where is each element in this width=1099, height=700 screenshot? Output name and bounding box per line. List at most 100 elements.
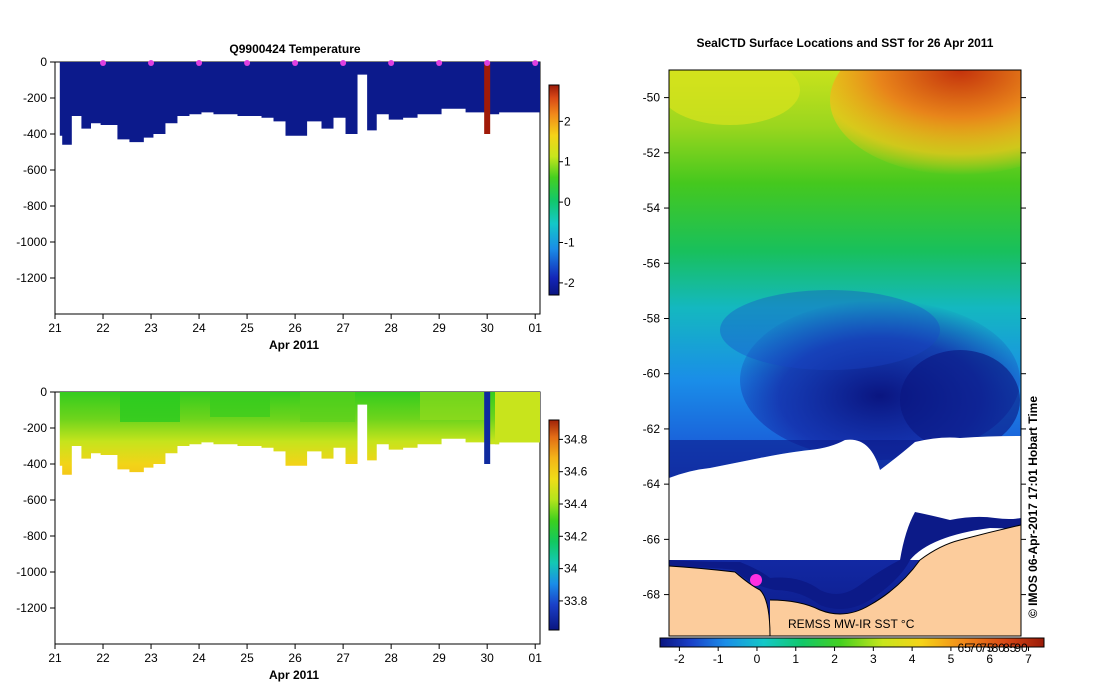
x-tick-label: 21 — [48, 651, 62, 665]
y-tick-label: -1200 — [16, 601, 47, 615]
temperature-anomaly-profile — [484, 62, 491, 134]
sst-colorbar-tick-label: 5 — [948, 652, 955, 666]
salinity-x-label: Apr 2011 — [269, 668, 319, 682]
temperature-x-axis: 21 22 23 24 25 26 27 28 29 30 01 — [48, 314, 542, 335]
sst-colorbar-overlay-label: 70 — [969, 641, 983, 655]
sst-colorbar — [659, 637, 1045, 648]
temperature-chart-title: Q9900424 Temperature — [229, 42, 361, 56]
colorbar-tick-label: 34.8 — [564, 432, 588, 446]
latitude-axis: -50 -52 -54 -56 -58 -60 -62 -64 -66 -68 — [643, 91, 1026, 602]
lat-tick-label: -62 — [643, 422, 661, 436]
salinity-panel: 0 -200 -400 -600 -800 -1000 -1200 21 22 23 24 25 26… — [16, 385, 587, 682]
x-tick-label: 25 — [240, 321, 254, 335]
x-tick-label: 01 — [529, 321, 543, 335]
x-tick-label: 21 — [48, 321, 62, 335]
x-tick-label: 25 — [240, 651, 254, 665]
colorbar-tick-label: 2 — [564, 114, 571, 128]
profile-marker — [388, 60, 395, 66]
x-tick-label: 24 — [192, 321, 206, 335]
profile-marker — [532, 60, 539, 66]
temperature-y-axis: 0 -200 -400 -600 -800 -1000 -1200 — [16, 55, 55, 285]
x-tick-label: 01 — [529, 651, 543, 665]
y-tick-label: -200 — [23, 91, 47, 105]
sst-colorbar-ticks: -2 -1 0 1 2 3 4 5 6 7 — [674, 647, 1032, 666]
sst-colorbar-overlay-label: 80 — [992, 641, 1006, 655]
lat-tick-label: -58 — [643, 311, 661, 325]
x-tick-label: 24 — [192, 651, 206, 665]
lat-tick-label: -64 — [643, 477, 661, 491]
temperature-panel: 0-200-400-600-800-1000-1200 21 22 23 24 25 26… — [16, 55, 575, 352]
y-tick-label: -600 — [23, 493, 47, 507]
sst-colorbar-tick-label: 0 — [754, 652, 761, 666]
y-tick-label: -1000 — [16, 235, 47, 249]
y-tick-label: -400 — [23, 457, 47, 471]
sst-colorbar-tick-label: 6 — [986, 652, 993, 666]
temperature-colorbar — [548, 84, 560, 296]
x-tick-label: 29 — [432, 321, 446, 335]
sst-colorbar-tick-label: 4 — [909, 652, 916, 666]
antarctic-coastline — [669, 524, 1021, 636]
sst-map-frame — [668, 69, 1022, 637]
sst-colorbar-overlay-label: 85 — [1003, 641, 1017, 655]
sst-map-panel: -50 -52 -54 -56 -58 -60 -62 -64 -66 -68 REMSS MW-… — [643, 69, 1045, 666]
y-tick-label: 0 — [40, 55, 47, 69]
profile-markers — [100, 60, 539, 66]
salinity-colorbar — [548, 419, 560, 631]
profile-marker — [292, 60, 299, 66]
y-tick-label: -600 — [23, 163, 47, 177]
salinity-anomaly-profile — [484, 392, 491, 464]
sst-map-title: SealCTD Surface Locations and SST for 26… — [696, 36, 994, 50]
lat-tick-label: -52 — [643, 146, 661, 160]
lat-tick-label: -50 — [643, 91, 661, 105]
x-tick-label: 22 — [96, 321, 110, 335]
colorbar-tick-label: 0 — [564, 195, 571, 209]
profile-marker — [100, 60, 107, 66]
colorbar-tick-label: 34.6 — [564, 465, 588, 479]
sst-colorbar-tick-label: 1 — [792, 652, 799, 666]
y-tick-label: -1000 — [16, 565, 47, 579]
x-tick-label: 23 — [144, 321, 158, 335]
sst-colorbar-tick-label: -2 — [674, 652, 685, 666]
lat-tick-label: -68 — [643, 588, 661, 602]
sst-colorbar-overlay-label: 65 — [958, 641, 972, 655]
profile-marker — [484, 60, 491, 66]
x-tick-label: 27 — [336, 321, 350, 335]
profile-marker — [196, 60, 203, 66]
salinity-x-axis: 21 22 23 24 25 26 27 28 29 30 01 — [48, 644, 542, 665]
colorbar-tick-label: 1 — [564, 155, 571, 169]
lat-tick-label: -56 — [643, 256, 661, 270]
imos-credit: © IMOS 06-Apr-2017 17:01 Hobart Time — [1026, 396, 1040, 618]
lat-tick-label: -66 — [643, 532, 661, 546]
profile-marker — [148, 60, 155, 66]
colorbar-tick-label: 34 — [564, 562, 578, 576]
sst-colorbar-overlay-label: 75 — [980, 641, 994, 655]
x-tick-label: 30 — [480, 321, 494, 335]
sst-colorbar-overlay-label: 90 — [1014, 641, 1028, 655]
salinity-y-axis: 0 -200 -400 -600 -800 -1000 -1200 — [16, 385, 55, 615]
sst-colorbar-tick-label: 2 — [831, 652, 838, 666]
sst-field — [669, 70, 1021, 636]
x-tick-label: 23 — [144, 651, 158, 665]
x-tick-label: 28 — [384, 651, 398, 665]
sst-colorbar-tick-label: 7 — [1025, 652, 1032, 666]
x-tick-label: 22 — [96, 651, 110, 665]
x-tick-label: 28 — [384, 321, 398, 335]
profile-marker — [436, 60, 443, 66]
lat-tick-label: -60 — [643, 367, 661, 381]
antarctica-land — [669, 566, 770, 636]
colorbar-tick-label: -2 — [564, 276, 575, 290]
x-tick-label: 30 — [480, 651, 494, 665]
profile-marker — [244, 60, 251, 66]
temperature-colorbar-ticks: 2 1 0 -1 -2 — [559, 114, 575, 290]
x-tick-label: 26 — [288, 651, 302, 665]
colorbar-tick-label: 33.8 — [564, 594, 588, 608]
y-tick-label: 0 — [40, 385, 47, 399]
y-tick-label: -800 — [23, 529, 47, 543]
profile-marker — [340, 60, 347, 66]
colorbar-tick-label: 34.4 — [564, 497, 588, 511]
salinity-colorbar-ticks: 34.8 34.6 34.4 34.2 34 33.8 — [559, 432, 588, 608]
sst-colorbar-tick-label: -1 — [713, 652, 724, 666]
lat-tick-label: -54 — [643, 201, 661, 215]
